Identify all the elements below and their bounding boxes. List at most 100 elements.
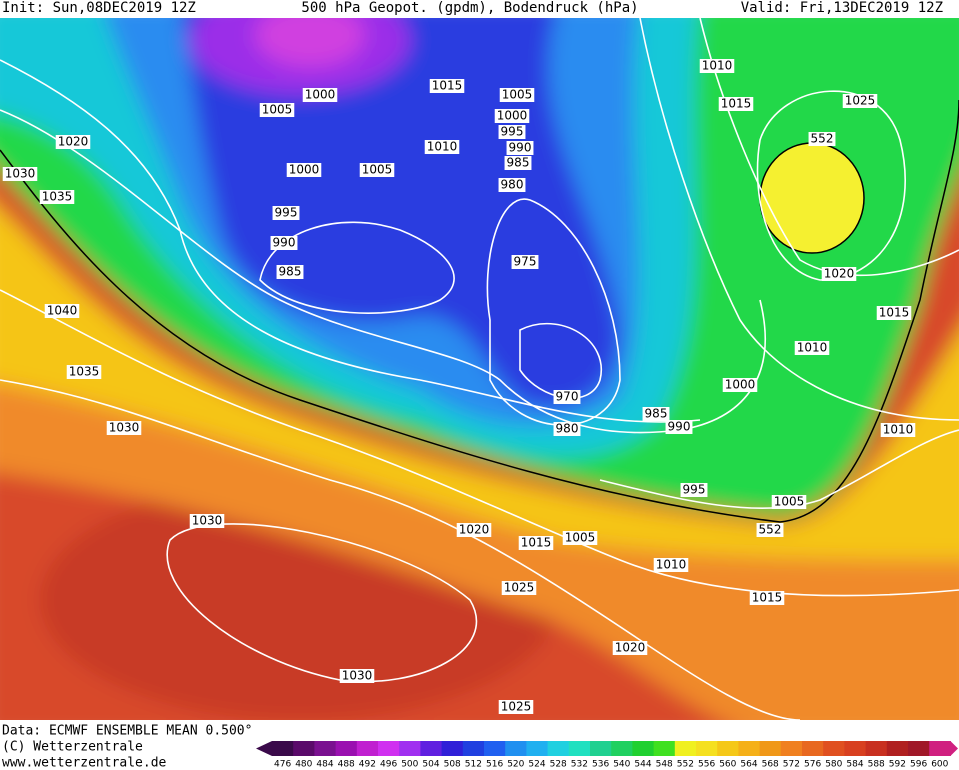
colorbar-label: 556: [698, 760, 715, 770]
isobar-label: 995: [501, 125, 524, 139]
colorbar-swatch: [378, 741, 400, 756]
isobar-label: 1020: [58, 135, 89, 149]
isobar-label-box: [498, 700, 534, 714]
url: www.wetterzentrale.de: [2, 756, 167, 770]
colorbar-label: 536: [592, 760, 609, 770]
colorbar-swatch: [335, 741, 358, 756]
isobar-label-box: [106, 421, 142, 435]
colorbar-label: 476: [274, 760, 291, 770]
isobar-label-box: [876, 306, 912, 320]
colorbar-swatch: [696, 741, 718, 756]
isobar-label: 1005: [362, 163, 393, 177]
isobar-label-box: [680, 483, 708, 497]
colorbar-swatch: [505, 741, 527, 756]
isobar-label: 1015: [752, 591, 783, 605]
isobar-label-box: [808, 132, 836, 146]
map: [0, 18, 959, 720]
isobar-label-box: [272, 206, 300, 220]
colorbar-swatch: [632, 741, 655, 756]
isobar-label: 552: [811, 132, 834, 146]
colorbar-label: 496: [380, 760, 397, 770]
isobar-label: 985: [279, 265, 302, 279]
isobar-label-box: [286, 163, 322, 177]
isobar-label: 985: [645, 407, 668, 421]
isobar-label: 1005: [502, 88, 533, 102]
isobar-label: 1020: [615, 641, 646, 655]
isobar-label: 1010: [883, 423, 914, 437]
isobar-label-box: [359, 163, 395, 177]
colorbar-label: 544: [634, 760, 651, 770]
isobar-label-box: [718, 97, 754, 111]
colorbar-arrow-right: [950, 741, 958, 756]
colorbar-label: 492: [359, 760, 376, 770]
colorbar-label: 524: [528, 760, 545, 770]
isobar-label: 1015: [432, 79, 463, 93]
colorbar-swatch: [462, 741, 485, 756]
colorbar-swatch: [865, 741, 888, 756]
colorbar-label: 588: [868, 760, 885, 770]
isobar-label: 1025: [504, 581, 535, 595]
colorbar-swatch: [547, 741, 570, 756]
colorbar-swatch: [420, 741, 443, 756]
isobar-label-box: [189, 514, 225, 528]
colorbar-label: 560: [719, 760, 736, 770]
isobar-label-box: [504, 156, 532, 170]
colorbar-label: 548: [656, 760, 673, 770]
isobar-label-box: [612, 641, 648, 655]
isobar-label: 985: [507, 156, 530, 170]
colorbar-label: 584: [846, 760, 863, 770]
isobar-label: 975: [514, 255, 537, 269]
isobar-label-box: [722, 378, 758, 392]
isobar-label: 1000: [725, 378, 756, 392]
colorbar-label: 484: [316, 760, 333, 770]
isobar-label: 1030: [5, 167, 36, 181]
colorbar-label: 508: [444, 760, 461, 770]
isobar-label-box: [665, 420, 693, 434]
colorbar-swatch: [886, 741, 909, 756]
isobar-label: 1015: [879, 306, 910, 320]
colorbar-swatch: [674, 741, 697, 756]
colorbar-swatch: [568, 741, 591, 756]
isobar-label-box: [880, 423, 916, 437]
colorbar: 476 480 484 488 492 496 500 504 508 512 516 520 524 5…: [256, 741, 958, 770]
colorbar-swatch: [929, 741, 951, 756]
isobar-label-box: [456, 523, 492, 537]
isobars: [0, 18, 959, 720]
isobar-label: 1040: [47, 304, 78, 318]
isobar-label: 1020: [459, 523, 490, 537]
colorbar-label: 520: [507, 760, 524, 770]
isobar-label: 1010: [656, 558, 687, 572]
colorbar-swatch: [908, 741, 930, 756]
colorbar-label: 532: [571, 760, 588, 770]
colorbar-swatch: [844, 741, 867, 756]
colorbar-label: 512: [465, 760, 482, 770]
isobar-label-box: [498, 178, 526, 192]
colorbar-label: 576: [804, 760, 821, 770]
isobar-label: 990: [509, 141, 532, 155]
isobar-label: 1010: [427, 140, 458, 154]
isobar-label-box: [270, 236, 298, 250]
isobar-label: 995: [275, 206, 298, 220]
colorbar-label: 516: [486, 760, 503, 770]
isobar-label: 990: [668, 420, 691, 434]
isobar-label: 1025: [501, 700, 532, 714]
geopotential-field: [0, 18, 959, 720]
colorbar-swatch: [611, 741, 633, 756]
colorbar-swatch: [717, 741, 739, 756]
colorbar-swatch: [738, 741, 761, 756]
isobar-label-box: [821, 267, 857, 281]
colorbar-swatch: [780, 741, 803, 756]
colorbar-label: 564: [740, 760, 757, 770]
colorbar-swatch: [802, 741, 824, 756]
isobar-label-box: [494, 109, 530, 123]
colorbar-label: 488: [338, 760, 355, 770]
map-title: 500 hPa Geopot. (gpdm), Bodendruck (hPa): [301, 0, 638, 16]
colorbar-label: 552: [677, 760, 694, 770]
isobar-label-box: [553, 422, 581, 436]
colorbar-swatch: [314, 741, 337, 756]
isobar-label-box: [642, 407, 670, 421]
high-pressure-core: [759, 142, 865, 254]
isobar-label-box: [44, 304, 80, 318]
isobar-label-box: [518, 536, 554, 550]
isobar-label-box: [562, 531, 598, 545]
